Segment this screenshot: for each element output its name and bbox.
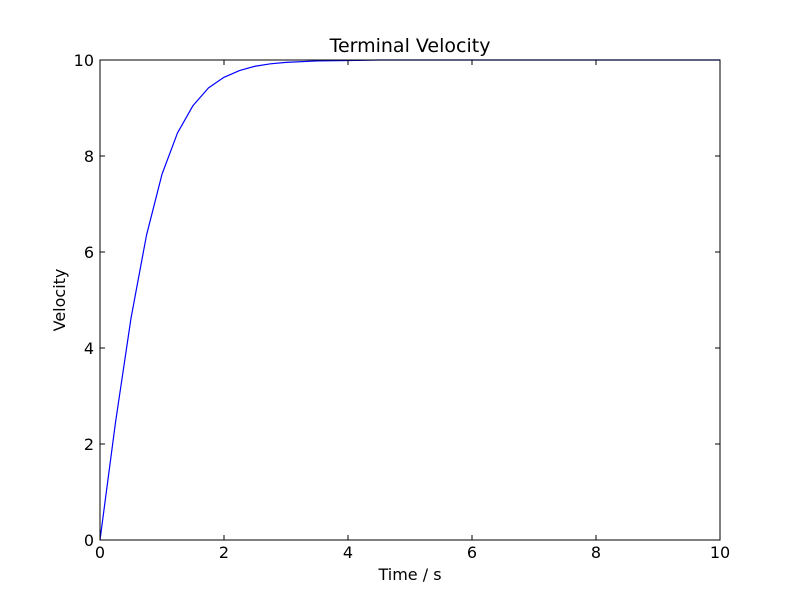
axes-frame xyxy=(99,59,721,541)
plot-area: 0 2 4 6 8 10 0 2 4 6 8 10 xyxy=(74,51,731,562)
y-tick-label: 10 xyxy=(74,51,94,70)
x-tick-label: 2 xyxy=(219,543,229,562)
x-tick-label: 0 xyxy=(95,543,105,562)
y-tick-label: 6 xyxy=(84,243,94,262)
y-tick-label: 2 xyxy=(84,435,94,454)
x-tick-label: 4 xyxy=(343,543,353,562)
x-tick-label: 6 xyxy=(467,543,477,562)
y-tick-label: 8 xyxy=(84,147,94,166)
y-tick-label: 4 xyxy=(84,339,94,358)
x-tick-label: 10 xyxy=(710,543,730,562)
x-axis-label: Time / s xyxy=(377,565,441,584)
y-axis-label: Velocity xyxy=(50,269,69,332)
y-tick-label: 0 xyxy=(84,531,94,550)
chart-title: Terminal Velocity xyxy=(329,35,491,57)
x-tick-label: 8 xyxy=(591,543,601,562)
series-line-0 xyxy=(99,59,720,541)
